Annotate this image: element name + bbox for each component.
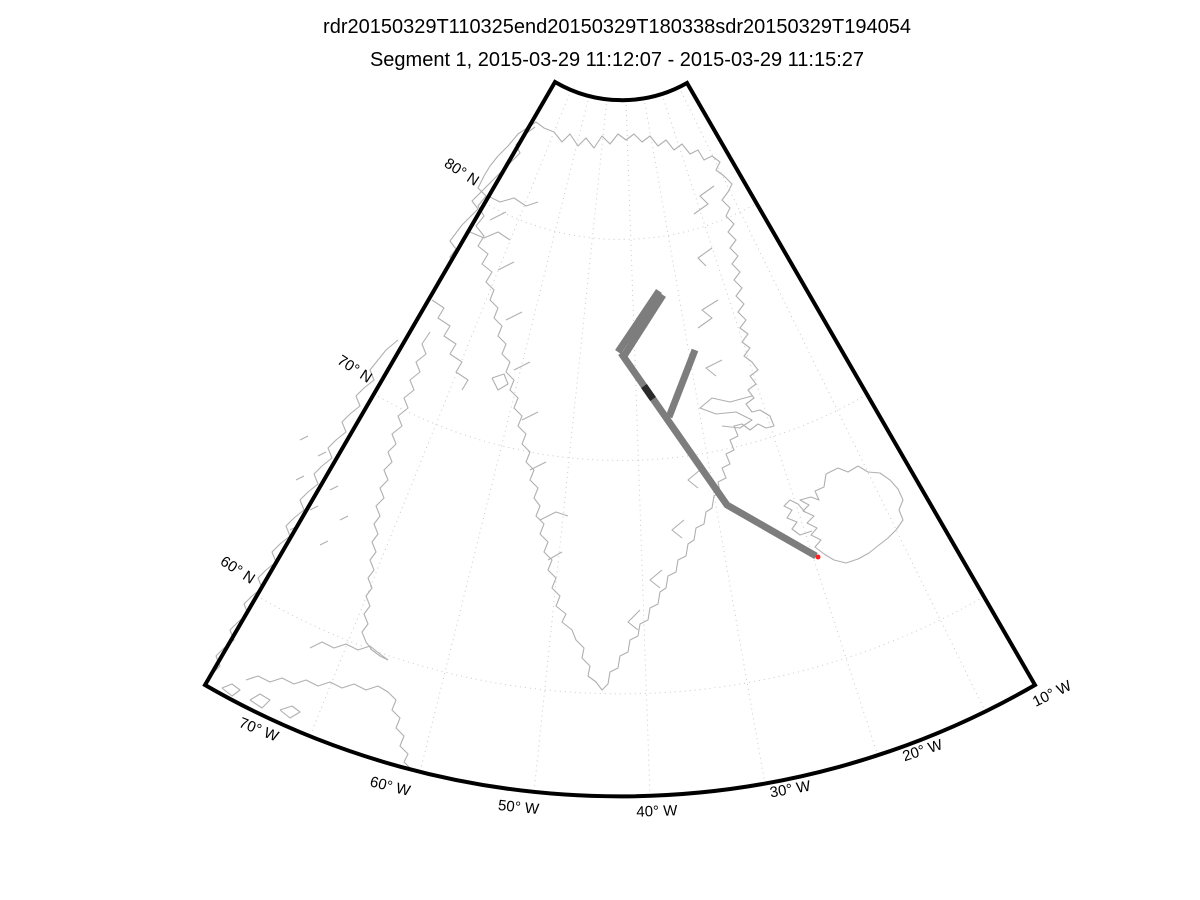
meridian-line [533,98,608,793]
map-frame [202,79,1038,799]
lon-label-60w: 60° W [368,773,413,800]
meridian-line [661,93,879,757]
coastline-path [697,299,719,329]
coastline-path [693,185,715,215]
coastlines [211,121,904,771]
coastline-path [529,461,547,471]
coastline-path [249,693,271,709]
coastline-path [539,511,569,521]
lat-label-80n: 80° N [441,155,482,190]
flight-track [621,293,666,358]
flight-track [618,350,818,560]
coastline-path [697,247,713,267]
coastline-path [339,515,349,521]
graticule-labels: 80° N70° N60° N70° W60° W50° W 40° W30° W… [217,155,1075,821]
coastline-path [329,485,339,491]
coastline-path [221,683,241,697]
flight-track [615,289,662,354]
meridian-line [678,86,987,714]
plot-title: rdr20150329T110325end20150329T180338sdr2… [323,16,911,38]
coastline-path [497,261,515,271]
coastline-path [705,359,723,377]
coastline-path [627,609,641,631]
coastline-path [489,211,507,221]
coastline-path [671,519,685,539]
coastline-path [649,569,663,589]
coastline-path [361,331,431,661]
coastline-path [799,465,904,564]
meridian-line [625,99,651,798]
map-boundary [202,79,1038,799]
segment-highlight [641,384,656,401]
parallel-arc [256,595,986,695]
coastline-path [299,435,309,441]
coastline-path [469,231,511,241]
coastline-path [547,551,563,561]
track-end-marker [815,554,821,560]
coastline-path [295,475,305,481]
parallel-arc [484,202,758,240]
coastline-path [521,411,539,421]
coastline-path [699,395,753,429]
coastline-path [319,540,329,546]
coastline-path [687,469,701,489]
coastline-path [491,373,509,391]
lon-label-50w: 50° W [497,797,540,818]
meridian-line [309,89,572,737]
coastline-path [309,505,319,511]
meridian-line [419,95,590,773]
meridian-line [643,97,766,785]
coastline-path [487,195,539,207]
coastline-path [513,361,531,371]
coastline-path [309,641,389,661]
coastline-path [431,299,469,391]
coastline-path [245,675,413,771]
coastline-path [279,705,301,719]
flight-track-group [615,289,821,560]
coastline-path [505,311,523,321]
coastline-path [449,126,536,264]
lat-label-70n: 70° N [334,352,375,387]
lon-label-10w: 10° W [1030,677,1075,711]
parallel-arc [373,393,869,461]
lat-label-60n: 60° N [217,553,258,588]
coastline-path [475,121,775,691]
plot-subtitle: Segment 1, 2015-03-29 11:12:07 - 2015-03… [370,49,864,71]
flight-track [665,348,699,419]
coastline-path [317,451,327,457]
lon-label-40w: 40° W [636,802,678,820]
coastline-path [783,499,813,536]
graticule-grid [256,86,987,798]
